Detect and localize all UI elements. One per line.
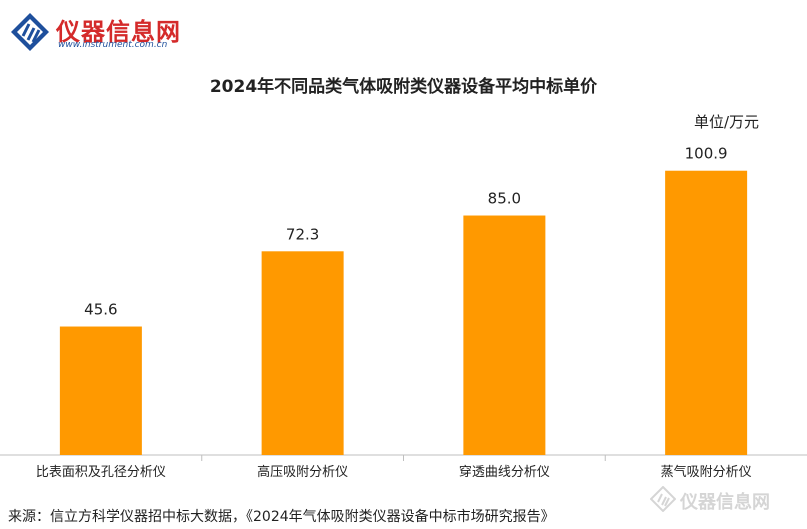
category-tick-label: 蒸气吸附分析仪 bbox=[661, 464, 752, 480]
logo-name: 仪器信息网 bbox=[56, 18, 181, 46]
watermark-text: 仪器信息网 bbox=[680, 492, 770, 513]
site-logo: 仪器信息网 www.instrument.com.cn bbox=[10, 8, 190, 54]
category-tick-label: 穿透曲线分析仪 bbox=[459, 464, 550, 480]
category-tick-label: 高压吸附分析仪 bbox=[257, 464, 348, 480]
data-label: 72.3 bbox=[286, 225, 319, 243]
logo-url: www.instrument.com.cn bbox=[58, 40, 168, 50]
bar bbox=[665, 170, 748, 455]
chart-title: 2024年不同品类气体吸附类仪器设备平均中标单价 bbox=[209, 77, 598, 97]
watermark-logo-icon bbox=[650, 486, 676, 512]
bar bbox=[59, 326, 142, 455]
data-label: 100.9 bbox=[685, 145, 728, 163]
data-label: 45.6 bbox=[84, 301, 117, 319]
category-tick-label: 比表面积及孔径分析仪 bbox=[36, 465, 166, 480]
data-label: 85.0 bbox=[488, 190, 521, 208]
bar bbox=[261, 251, 344, 455]
instrument-logo-icon bbox=[11, 13, 49, 51]
source-note: 来源：信立方科学仪器招中标大数据，《2024年气体吸附类仪器设备中标市场研究报告… bbox=[8, 509, 555, 525]
watermark: 仪器信息网 bbox=[650, 482, 800, 522]
unit-label: 单位/万元 bbox=[694, 113, 760, 131]
bar bbox=[463, 215, 546, 455]
